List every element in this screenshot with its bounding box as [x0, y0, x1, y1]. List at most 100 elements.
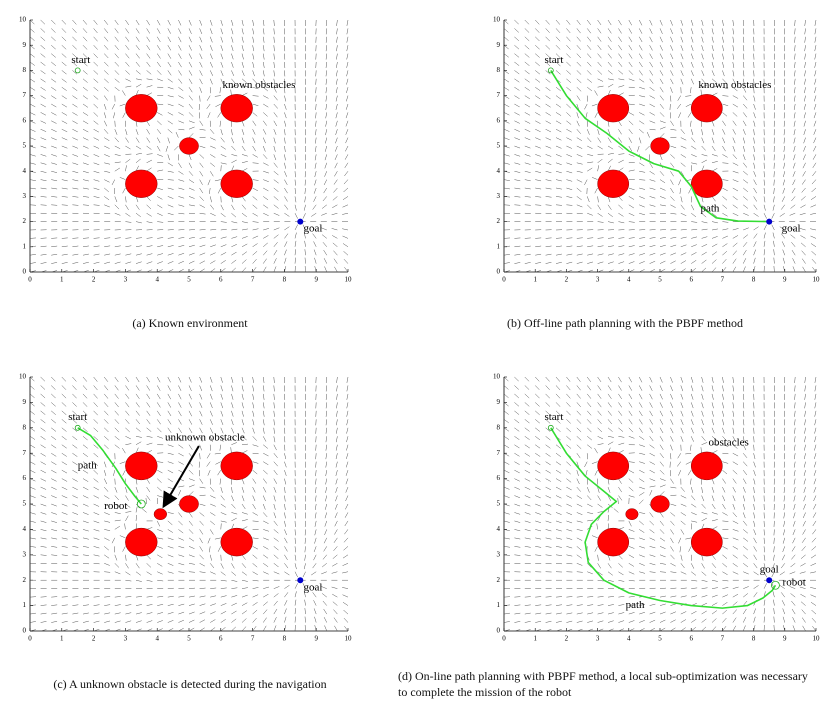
field-arrow: [167, 19, 171, 26]
field-arrow: [814, 53, 817, 60]
field-arrow: [576, 486, 581, 492]
field-arrow: [680, 236, 687, 239]
field-arrow: [199, 529, 204, 535]
y-tick-label: 2: [497, 576, 501, 584]
field-arrow: [93, 529, 100, 532]
field-arrow: [659, 126, 666, 130]
field-arrow: [51, 427, 57, 432]
field-arrow: [514, 554, 521, 556]
field-arrow: [220, 419, 224, 425]
field-arrow: [524, 170, 531, 173]
field-arrow: [61, 270, 68, 273]
field-arrow: [314, 162, 317, 169]
field-arrow: [680, 145, 687, 149]
field-arrow: [284, 129, 286, 136]
field-arrow: [587, 154, 594, 156]
field-arrow: [82, 179, 89, 182]
field-arrow: [545, 461, 551, 466]
field-arrow: [93, 596, 100, 598]
field-arrow: [576, 245, 583, 248]
field-arrow: [262, 36, 265, 43]
field-arrow: [628, 537, 635, 540]
field-arrow: [503, 120, 510, 124]
field-arrow: [188, 212, 195, 214]
field-arrow: [135, 45, 140, 51]
field-arrow: [313, 196, 317, 202]
field-arrow: [566, 61, 571, 67]
field-arrow: [104, 554, 110, 559]
field-arrow: [262, 376, 265, 383]
field-arrow: [722, 267, 727, 273]
field-arrow: [587, 563, 592, 568]
field-arrow: [503, 87, 510, 91]
field-arrow: [125, 245, 132, 248]
field-arrow: [649, 212, 656, 215]
field-arrow: [690, 19, 694, 26]
field-arrow: [231, 579, 238, 582]
field-arrow: [82, 87, 88, 92]
field-arrow: [93, 95, 99, 100]
field-arrow: [555, 385, 561, 391]
field-arrow: [524, 546, 531, 548]
field-arrow: [323, 187, 327, 194]
field-arrow: [345, 103, 349, 110]
field-arrow: [743, 554, 748, 559]
field-arrow: [252, 45, 255, 52]
field-arrow: [814, 45, 817, 52]
field-arrow: [51, 53, 56, 58]
field-arrow: [783, 162, 786, 169]
field-arrow: [93, 546, 100, 549]
x-tick-label: 10: [345, 635, 353, 643]
field-arrow: [781, 233, 785, 239]
field-arrow: [628, 486, 634, 492]
field-arrow: [576, 419, 582, 424]
field-arrow: [732, 204, 738, 209]
field-arrow: [122, 470, 126, 476]
field-arrow: [61, 495, 68, 499]
field-arrow: [199, 78, 203, 85]
field-arrow: [801, 546, 806, 551]
field-arrow: [566, 419, 571, 424]
field-arrow: [284, 137, 286, 144]
field-arrow: [607, 245, 614, 248]
field-arrow: [742, 258, 747, 264]
field-arrow: [72, 128, 78, 133]
field-arrow: [812, 154, 817, 160]
field-arrow: [535, 270, 542, 273]
field-arrow: [220, 61, 224, 68]
field-arrow: [61, 486, 68, 490]
field-arrow: [790, 563, 796, 568]
field-arrow: [514, 546, 521, 548]
field-arrow: [178, 529, 184, 534]
field-arrow: [524, 495, 531, 499]
field-arrow: [51, 621, 58, 623]
field-arrow: [555, 53, 561, 58]
field-arrow: [792, 529, 796, 536]
field-arrow: [82, 520, 89, 524]
field-arrow: [711, 145, 716, 152]
field-arrow: [659, 627, 666, 632]
field-arrow: [649, 229, 656, 231]
field-arrow: [40, 546, 47, 548]
field-arrow: [639, 61, 643, 68]
field-arrow: [607, 620, 614, 623]
field-arrow: [711, 602, 718, 606]
annotation: goal: [760, 564, 779, 576]
field-arrow: [711, 495, 715, 502]
field-arrow: [103, 461, 107, 468]
field-arrow: [29, 112, 36, 116]
field-arrow: [711, 161, 718, 164]
field-arrow: [555, 137, 562, 141]
field-arrow: [753, 112, 756, 119]
field-arrow: [524, 204, 531, 206]
field-arrow: [294, 232, 297, 239]
field-arrow: [782, 546, 786, 553]
field-arrow: [231, 244, 237, 248]
field-arrow: [157, 129, 162, 135]
field-arrow: [722, 95, 729, 97]
field-arrow: [82, 162, 89, 165]
field-arrow: [220, 427, 224, 434]
field-arrow: [111, 103, 115, 110]
field-arrow: [262, 385, 265, 392]
